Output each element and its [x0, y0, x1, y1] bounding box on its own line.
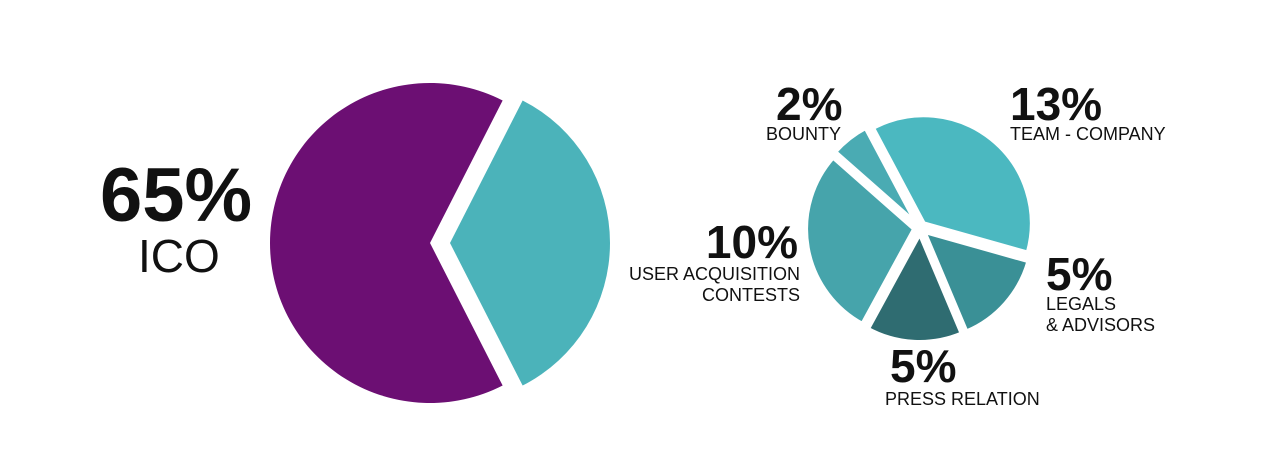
pie-slice [270, 82, 503, 403]
slice-label: PRESS RELATION [885, 389, 1040, 409]
value-label: 65% [100, 153, 253, 238]
value-label: 2% [776, 78, 843, 130]
pie-slice [922, 229, 1031, 334]
pie-slice [450, 100, 610, 386]
slice-label: ICO [138, 230, 220, 282]
pie-slice [833, 125, 919, 226]
value-label: 5% [1046, 248, 1113, 300]
slice-label: LEGALS & ADVISORS [1046, 294, 1156, 335]
slice-label: USER ACQUISITION CONTESTS [628, 264, 800, 305]
value-label: 5% [890, 340, 957, 392]
value-label: 13% [1010, 78, 1103, 130]
pie-slice [804, 155, 917, 326]
pie-slice [866, 231, 964, 344]
slice-label: BOUNTY [766, 124, 842, 144]
value-label: 10% [705, 216, 798, 268]
slice-label: TEAM - COMPANY [1010, 124, 1166, 144]
pie-slice [871, 113, 1034, 255]
